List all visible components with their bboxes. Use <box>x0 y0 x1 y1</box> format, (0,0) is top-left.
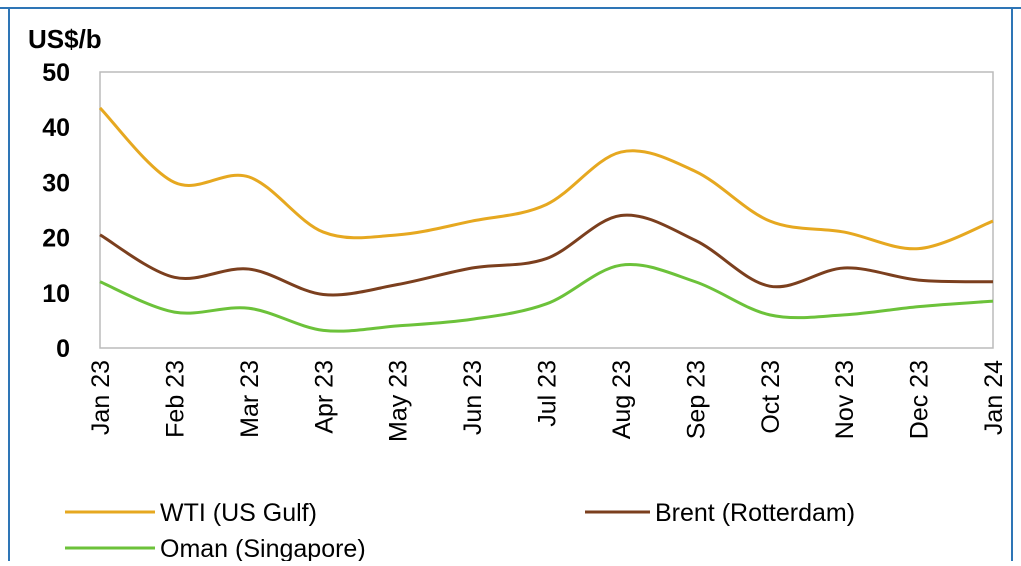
x-tick-label: Feb 23 <box>161 360 189 438</box>
x-tick-label: Apr 23 <box>310 360 338 434</box>
y-tick-label: 40 <box>42 114 70 142</box>
series-line <box>98 106 994 251</box>
x-tick-label: Sep 23 <box>682 360 710 439</box>
x-tick-label: Jan 24 <box>980 360 1008 435</box>
x-tick-label: Jun 23 <box>459 360 487 435</box>
y-tick-label: 50 <box>42 59 70 87</box>
series-line <box>99 263 994 333</box>
y-tick-label: 10 <box>42 280 70 308</box>
series-line <box>99 213 994 297</box>
legend-label: WTI (US Gulf) <box>160 499 317 527</box>
y-tick-label: 20 <box>42 225 70 253</box>
y-tick-label: 0 <box>56 335 70 363</box>
legend-label: Oman (Singapore) <box>160 535 366 561</box>
x-tick-label: Aug 23 <box>608 360 636 439</box>
x-tick-label: Mar 23 <box>236 360 264 438</box>
x-tick-label: May 23 <box>385 360 413 442</box>
legend-label: Brent (Rotterdam) <box>655 499 855 527</box>
y-tick-label: 30 <box>42 169 70 197</box>
x-tick-label: Jul 23 <box>534 360 562 427</box>
x-tick-label: Jan 23 <box>87 360 115 435</box>
x-tick-label: Dec 23 <box>906 360 934 439</box>
x-tick-label: Oct 23 <box>757 360 785 434</box>
x-tick-label: Nov 23 <box>831 360 859 439</box>
plot-area <box>99 71 994 349</box>
y-axis-label: US$/b <box>28 24 102 54</box>
